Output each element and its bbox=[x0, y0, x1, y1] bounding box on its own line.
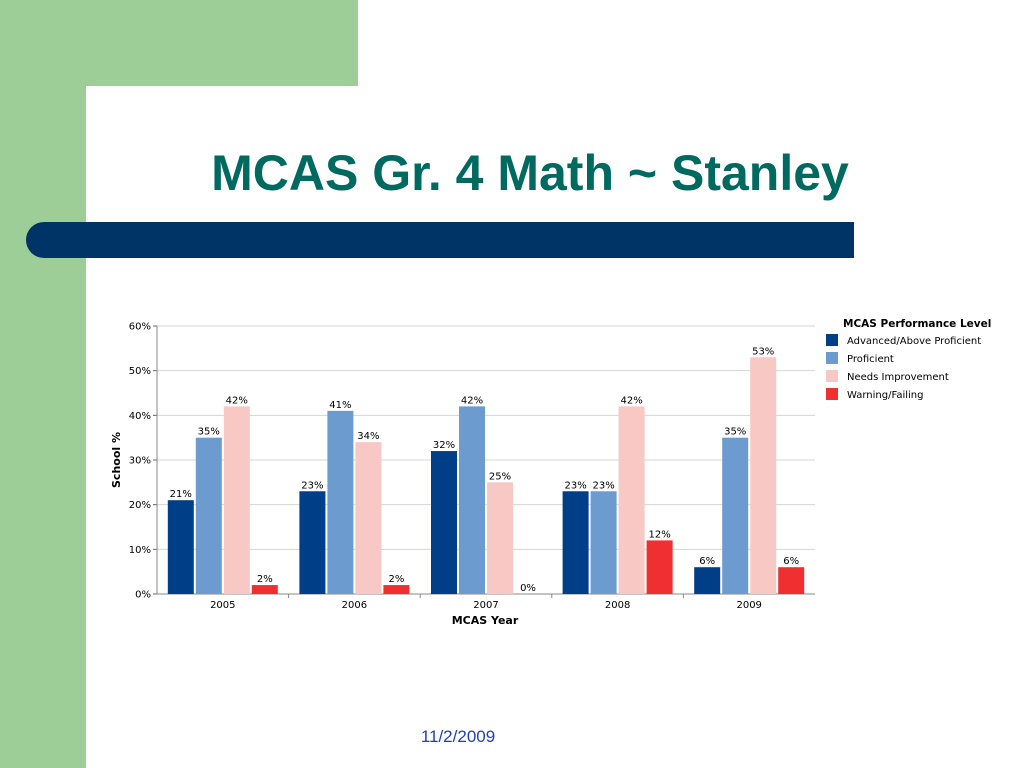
x-tick-label: 2008 bbox=[605, 600, 630, 611]
bar bbox=[167, 500, 194, 594]
data-label: 42% bbox=[461, 395, 483, 406]
data-label: 41% bbox=[329, 400, 351, 411]
legend-label: Proficient bbox=[847, 354, 894, 365]
y-tick-label: 60% bbox=[129, 322, 151, 333]
bar bbox=[459, 406, 485, 594]
top-green-band bbox=[0, 0, 358, 86]
bar bbox=[195, 437, 222, 594]
data-label: 2% bbox=[257, 574, 273, 585]
legend-label: Needs Improvement bbox=[847, 372, 949, 383]
bar-chart: 0% 10% 20% 30% 40% 50% 60% 2005 2006 2007 2008 2009… bbox=[110, 318, 991, 627]
footer-date: 11/2/2009 bbox=[420, 727, 496, 746]
legend-swatch bbox=[826, 370, 838, 382]
bar bbox=[722, 437, 749, 594]
bar bbox=[590, 491, 617, 594]
bars bbox=[167, 357, 805, 594]
legend-label: Advanced/Above Proficient bbox=[847, 336, 981, 347]
x-tick-label: 2007 bbox=[473, 600, 498, 611]
data-label: 35% bbox=[198, 427, 220, 438]
x-tick-label: 2006 bbox=[342, 600, 367, 611]
bar bbox=[646, 540, 673, 594]
data-label: 42% bbox=[226, 395, 248, 406]
data-label: 23% bbox=[564, 480, 586, 491]
bar bbox=[431, 451, 457, 594]
data-label: 0% bbox=[520, 583, 536, 594]
legend: Advanced/Above Proficient Proficient Needs… bbox=[826, 334, 981, 401]
legend-label: Warning/Failing bbox=[847, 390, 923, 401]
legend-title: MCAS Performance Level bbox=[843, 318, 991, 330]
data-label: 6% bbox=[783, 556, 799, 567]
y-tick-label: 50% bbox=[129, 366, 151, 377]
gridlines bbox=[157, 325, 815, 550]
bar bbox=[223, 406, 250, 594]
data-labels: 21% 35% 42% 2% 23% 41% 34% 2% 32% 42% 25% 0% 23% 23% 4… bbox=[170, 346, 799, 594]
left-green-band bbox=[0, 0, 86, 768]
x-axis-label: MCAS Year bbox=[452, 614, 519, 627]
data-label: 6% bbox=[699, 556, 715, 567]
bar bbox=[618, 406, 645, 594]
y-tick-label: 0% bbox=[135, 590, 151, 601]
bar bbox=[383, 585, 410, 594]
data-label: 12% bbox=[648, 529, 670, 540]
y-tick-label: 10% bbox=[129, 545, 151, 556]
bar bbox=[562, 491, 589, 594]
legend-swatch bbox=[826, 352, 838, 364]
data-label: 23% bbox=[592, 480, 614, 491]
bar bbox=[750, 357, 777, 594]
data-label: 42% bbox=[620, 395, 642, 406]
bar bbox=[299, 491, 326, 594]
x-tick-label: 2009 bbox=[736, 600, 761, 611]
data-label: 23% bbox=[301, 480, 323, 491]
legend-swatch bbox=[826, 334, 838, 346]
title-underline-bar bbox=[26, 222, 854, 258]
bar bbox=[355, 442, 382, 594]
y-tick-label: 20% bbox=[129, 500, 151, 511]
data-label: 25% bbox=[489, 471, 511, 482]
bar bbox=[694, 567, 721, 594]
data-label: 32% bbox=[433, 440, 455, 451]
x-tick-label: 2005 bbox=[210, 600, 235, 611]
y-tick-label: 30% bbox=[129, 456, 151, 467]
y-axis-label: School % bbox=[110, 432, 123, 488]
bar bbox=[778, 567, 805, 594]
data-label: 21% bbox=[170, 489, 192, 500]
data-label: 35% bbox=[724, 427, 746, 438]
slide-title: MCAS Gr. 4 Math ~ Stanley bbox=[211, 145, 849, 201]
data-label: 2% bbox=[388, 574, 404, 585]
y-tick-label: 40% bbox=[129, 411, 151, 422]
data-label: 34% bbox=[357, 431, 379, 442]
legend-swatch bbox=[826, 388, 838, 400]
bar bbox=[327, 410, 354, 594]
bar bbox=[487, 482, 513, 594]
data-label: 53% bbox=[752, 346, 774, 357]
bar bbox=[251, 585, 278, 594]
